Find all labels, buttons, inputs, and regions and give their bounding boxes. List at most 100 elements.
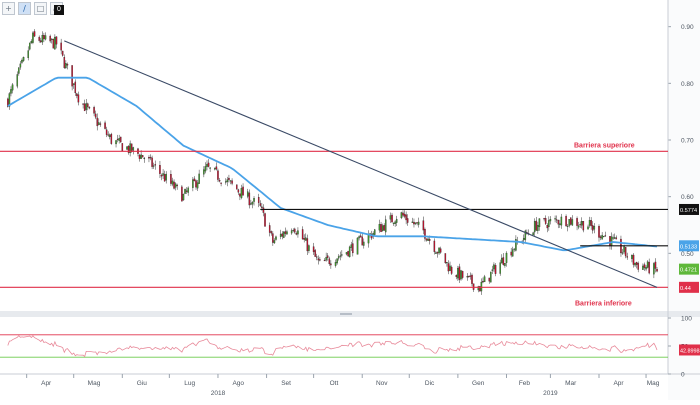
candle-body: [417, 221, 420, 225]
candle-body: [566, 225, 569, 228]
candle-body: [306, 238, 309, 252]
candle-body: [557, 220, 560, 225]
candle-body: [149, 157, 152, 159]
candle-body: [41, 35, 44, 43]
candle-body: [469, 275, 472, 277]
candle-body: [532, 232, 534, 236]
candle-body: [129, 143, 131, 154]
candle-body: [30, 40, 33, 44]
month-label: Gen: [472, 380, 485, 387]
candle-body: [87, 103, 89, 108]
candle-body: [195, 180, 197, 188]
candle-body: [588, 220, 591, 226]
candle-body: [240, 188, 243, 198]
candle-body: [499, 262, 501, 274]
candle-body: [115, 140, 117, 145]
candle-body: [18, 67, 20, 74]
candle-body: [378, 224, 381, 231]
candle-body: [654, 261, 657, 269]
candle-body: [44, 35, 47, 40]
price-tick-label: 0.60: [681, 194, 694, 201]
candle-body: [613, 237, 616, 239]
candle-body: [328, 258, 331, 265]
candle-body: [626, 256, 628, 258]
candle-body: [634, 262, 636, 266]
candle-body: [635, 262, 638, 265]
candle-body: [598, 225, 600, 238]
candle-body: [141, 155, 144, 158]
candle-body: [392, 222, 395, 224]
candle-body: [623, 246, 625, 253]
candle-body: [171, 180, 174, 185]
candle-body: [160, 174, 163, 177]
candle-body: [312, 246, 315, 253]
candle-body: [246, 191, 249, 197]
candle-body: [587, 226, 589, 230]
candle-body: [554, 218, 556, 220]
price-tag: [679, 281, 699, 293]
candle-body: [192, 179, 194, 188]
candle-body: [447, 263, 450, 272]
candle-body: [143, 157, 146, 160]
candle-body: [182, 194, 185, 201]
draw-line-tool-icon[interactable]: ∕: [18, 2, 31, 15]
candle-body: [290, 230, 293, 234]
zero-badge: 0: [54, 5, 64, 15]
price-tag: [679, 263, 699, 275]
lower-barrier-label: Barriera inferiore: [575, 300, 632, 307]
candle-body: [151, 157, 153, 167]
candle-body: [593, 226, 596, 230]
candle-body: [203, 169, 205, 175]
candle-body: [488, 277, 491, 282]
candle-body: [204, 166, 207, 172]
candle-body: [96, 117, 98, 127]
candle-body: [297, 230, 299, 235]
candle-body: [283, 231, 285, 238]
candle-body: [295, 233, 298, 235]
candle-body: [110, 133, 113, 144]
month-label: Mar: [565, 380, 577, 387]
candle-body: [406, 218, 409, 223]
candle-body: [121, 143, 124, 152]
candle-body: [215, 166, 218, 170]
candle-body: [154, 164, 157, 166]
candle-body: [314, 250, 316, 257]
candle-body: [395, 218, 398, 223]
candle-body: [549, 219, 552, 222]
candle-body: [193, 178, 196, 182]
candle-body: [477, 286, 480, 291]
candle-body: [262, 207, 265, 213]
candle-body: [577, 225, 580, 228]
candle-body: [352, 243, 354, 254]
candle-body: [185, 190, 188, 192]
candle-body: [55, 36, 58, 45]
candle-body: [537, 225, 539, 231]
candle-body: [361, 236, 363, 246]
candle-body: [214, 167, 216, 170]
candle-body: [94, 113, 97, 118]
candle-body: [356, 237, 359, 255]
candle-body: [132, 147, 135, 151]
candle-body: [76, 93, 78, 96]
candle-body: [493, 264, 495, 270]
candle-body: [239, 193, 241, 197]
moving-average-line: [7, 76, 658, 252]
candle-body: [336, 258, 338, 264]
candle-body: [32, 32, 34, 43]
candle-body: [604, 235, 607, 237]
price-tag: [679, 240, 699, 252]
price-tick-label: 0.50: [681, 251, 694, 258]
candle-body: [471, 274, 473, 284]
candle-body: [637, 263, 639, 270]
delete-tool-icon[interactable]: □: [34, 2, 47, 15]
candle-body: [207, 162, 210, 167]
candle-body: [381, 225, 384, 231]
candle-body: [546, 224, 549, 229]
candle-body: [422, 220, 425, 231]
crosshair-tool-icon[interactable]: +: [2, 2, 15, 15]
candle-body: [187, 187, 189, 193]
candle-body: [609, 236, 611, 246]
candle-body: [38, 36, 40, 41]
